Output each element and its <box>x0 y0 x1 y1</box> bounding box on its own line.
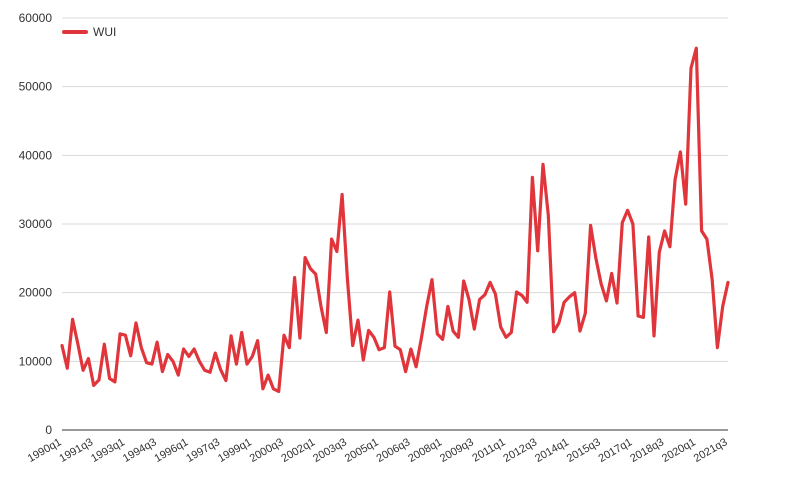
x-tick-label: 2021q3 <box>692 436 730 465</box>
x-tick-label: 2002q1 <box>279 436 317 465</box>
x-tick-label: 2005q1 <box>343 436 381 465</box>
x-tick-label: 1996q1 <box>153 436 191 465</box>
x-tick-label: 2003q3 <box>311 436 349 465</box>
legend: WUI <box>62 25 116 39</box>
x-tick-label: 2012q3 <box>501 436 539 465</box>
x-tick-label: 2018q3 <box>628 436 666 465</box>
x-tick-label: 1993q1 <box>89 436 127 465</box>
series-lines <box>60 46 730 394</box>
x-tick-label: 2000q3 <box>248 436 286 465</box>
x-tick-label: 1991q3 <box>57 436 95 465</box>
y-tick-label: 10000 <box>19 354 53 368</box>
x-tick-label: 1999q1 <box>216 436 254 465</box>
x-tick-label: 1997q3 <box>184 436 222 465</box>
x-tick-label: 1990q1 <box>26 436 64 465</box>
y-tick-label: 50000 <box>19 80 53 94</box>
y-tick-label: 0 <box>45 423 52 437</box>
x-axis-tick-labels: 1990q11991q31993q11994q31996q11997q31999… <box>26 436 730 465</box>
y-tick-label: 60000 <box>19 11 53 25</box>
y-tick-label: 40000 <box>19 148 53 162</box>
y-axis-tick-labels: 0 10000 20000 30000 40000 50000 60000 <box>19 11 53 437</box>
x-tick-label: 2008q1 <box>406 436 444 465</box>
x-tick-label: 2006q3 <box>375 436 413 465</box>
x-tick-label: 2011q1 <box>470 436 507 464</box>
legend-label-wui: WUI <box>93 25 116 39</box>
x-tick-label: 1994q3 <box>121 436 159 465</box>
x-tick-label: 2020q1 <box>660 436 698 465</box>
series-line-wui <box>60 46 730 394</box>
y-tick-label: 20000 <box>19 286 53 300</box>
x-tick-label: 2017q1 <box>597 436 635 465</box>
y-tick-label: 30000 <box>19 217 53 231</box>
x-tick-label: 2014q1 <box>533 436 571 465</box>
x-tick-label: 2015q3 <box>565 436 603 465</box>
x-tick-label: 2009q3 <box>438 436 476 465</box>
